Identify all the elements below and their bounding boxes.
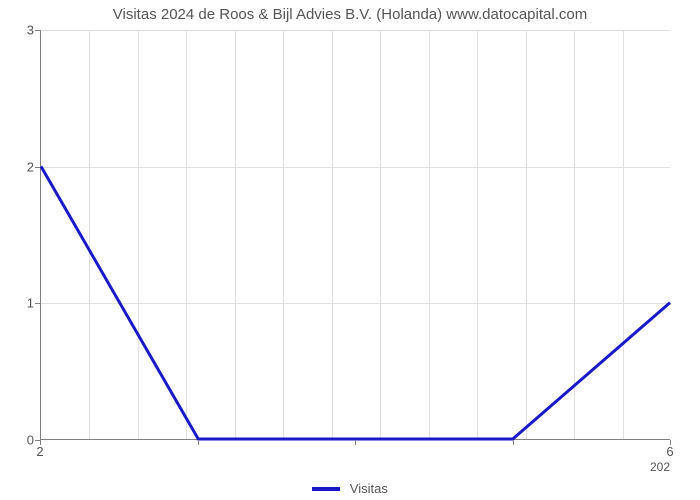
x-axis-sublabel-right: 202 [650, 460, 670, 474]
y-tick-label: 0 [14, 433, 34, 448]
y-tick-label: 2 [14, 159, 34, 174]
y-tick-mark [35, 167, 40, 168]
series-line-visitas [41, 166, 670, 439]
plot-area [40, 30, 670, 440]
chart-title: Visitas 2024 de Roos & Bijl Advies B.V. … [0, 6, 700, 23]
line-series-svg [41, 30, 670, 439]
y-tick-mark [35, 30, 40, 31]
y-tick-mark [35, 303, 40, 304]
y-tick-label: 3 [14, 23, 34, 38]
legend-swatch [312, 487, 340, 491]
y-tick-label: 1 [14, 296, 34, 311]
x-tick-mark [355, 440, 356, 445]
legend-label: Visitas [350, 481, 388, 496]
x-tick-mark [198, 440, 199, 445]
x-tick-label: 6 [666, 444, 673, 459]
x-tick-mark [513, 440, 514, 445]
x-tick-label: 2 [36, 444, 43, 459]
legend: Visitas [0, 480, 700, 496]
chart-container: { "chart": { "type": "line", "title": "V… [0, 0, 700, 500]
